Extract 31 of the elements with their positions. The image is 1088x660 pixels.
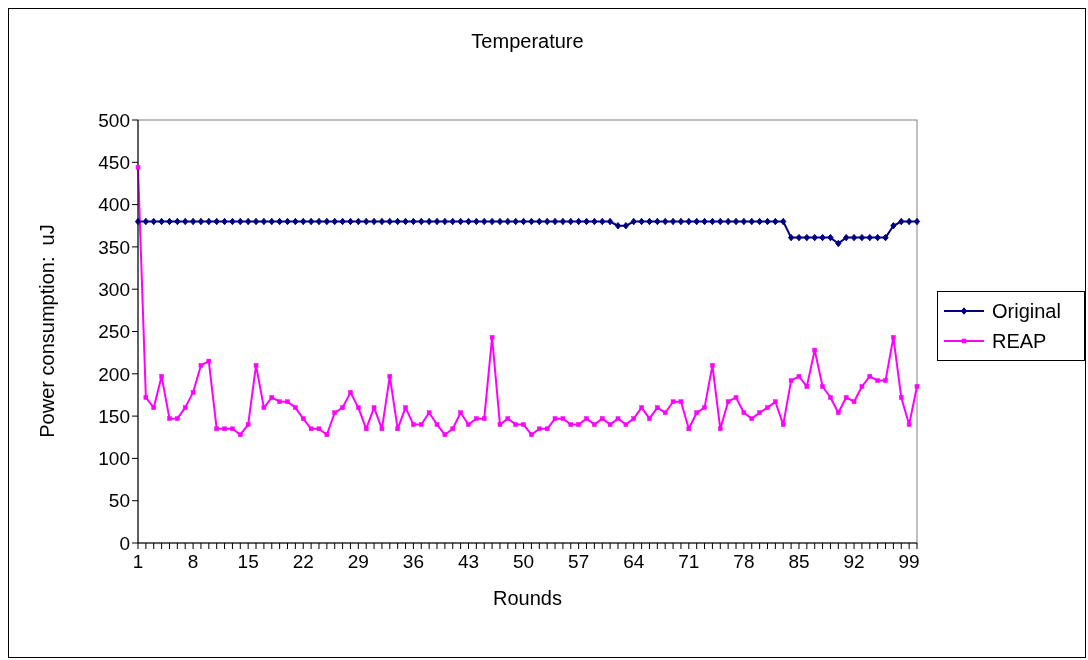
x-tick-label: 15 [237,551,259,573]
y-tick-label: 50 [108,490,130,512]
legend-label: REAP [992,329,1047,353]
y-tick-label: 400 [98,194,130,216]
y-axis-title: Power consumption: uJ [36,224,58,438]
y-tick-label: 250 [98,321,130,343]
y-tick-label: 500 [98,109,130,131]
x-tick-label: 78 [733,551,755,573]
x-tick-label: 43 [457,551,480,573]
x-tick-label: 22 [292,551,314,573]
x-tick-label: 57 [568,551,590,573]
x-tick-label: 50 [513,551,535,573]
x-tick-label: 99 [898,551,920,573]
y-tick-label: 150 [98,405,130,427]
x-tick-label: 8 [187,551,199,573]
x-tick-label: 92 [843,551,865,573]
x-tick-label: 1 [132,551,144,573]
x-tick-label: 29 [347,551,369,573]
y-tick-label: 200 [98,363,130,385]
x-axis-title: Rounds [493,587,562,609]
x-tick-label: 64 [623,551,645,573]
y-tick-label: 300 [98,278,130,300]
y-tick-label: 350 [98,236,130,258]
y-tick-label: 450 [98,152,130,174]
chart-title: Temperature [470,30,585,53]
x-tick-label: 36 [402,551,424,573]
legend-label: Original [992,299,1061,323]
y-tick-label: 0 [119,532,130,554]
x-tick-label: 85 [788,551,810,573]
x-tick-label: 71 [678,551,700,573]
y-tick-label: 100 [98,448,130,470]
